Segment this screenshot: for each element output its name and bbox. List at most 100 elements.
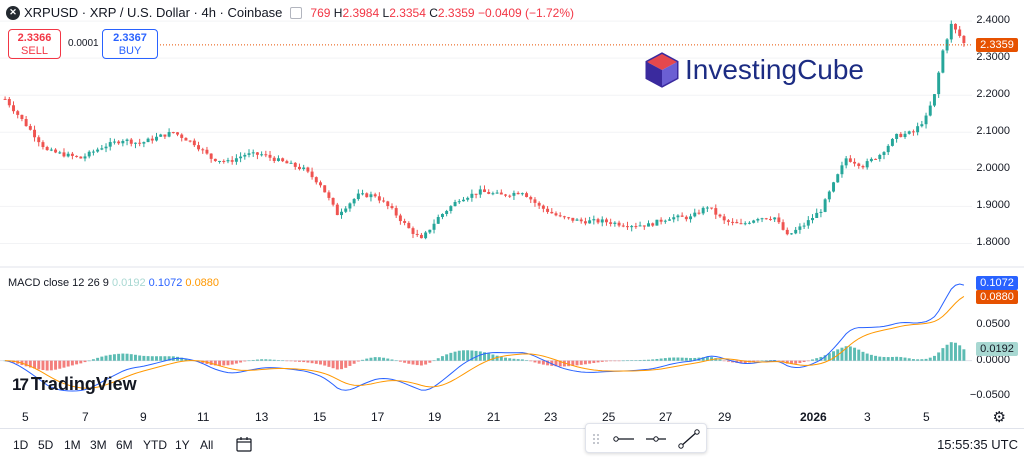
horizontal-ray-icon[interactable] bbox=[646, 436, 666, 442]
macd-histogram-bar bbox=[832, 351, 836, 361]
macd-histogram-bar bbox=[567, 360, 571, 367]
macd-histogram-bar bbox=[348, 360, 352, 366]
macd-histogram-bar bbox=[251, 359, 255, 361]
candle-body bbox=[626, 226, 629, 228]
time-axis-label: 25 bbox=[602, 410, 616, 424]
macd-histogram-bar bbox=[575, 360, 579, 366]
candle-body bbox=[857, 163, 861, 167]
candle-body bbox=[150, 138, 154, 141]
macd-histogram-bar bbox=[361, 359, 365, 361]
chart-legend-header: ✕ XRPUSD · XRP / U.S. Dollar · 4h · Coin… bbox=[6, 5, 574, 20]
range-button-6m[interactable]: 6M bbox=[116, 438, 133, 452]
macd-legend[interactable]: MACD close 12 26 9 0.0192 0.1072 0.0880 bbox=[8, 277, 219, 289]
macd-histogram-bar bbox=[58, 360, 62, 369]
candle-body bbox=[310, 171, 314, 178]
candle-body bbox=[785, 229, 789, 235]
macd-histogram-bar bbox=[592, 360, 596, 364]
candle-body bbox=[478, 189, 482, 195]
range-button-5d[interactable]: 5D bbox=[38, 438, 54, 452]
candle-body bbox=[668, 219, 672, 221]
macd-chart[interactable] bbox=[0, 269, 1024, 405]
range-button-all[interactable]: All bbox=[200, 438, 214, 452]
macd-histogram-bar bbox=[941, 348, 945, 361]
macd-histogram-bar bbox=[949, 342, 953, 361]
macd-legend-name: MACD close 12 26 9 bbox=[8, 277, 109, 289]
macd-histogram-bar bbox=[609, 360, 613, 362]
candle-body bbox=[205, 149, 209, 154]
macd-histogram-bar bbox=[726, 360, 730, 362]
candle-body bbox=[260, 154, 264, 156]
candle-body bbox=[171, 132, 175, 134]
settings-gear-icon[interactable]: ⚙ bbox=[992, 409, 1006, 426]
range-button-1m[interactable]: 1M bbox=[64, 438, 81, 452]
macd-histogram-bar bbox=[373, 357, 377, 361]
horizontal-line-icon[interactable] bbox=[613, 436, 634, 442]
time-axis-label: 13 bbox=[255, 410, 269, 424]
range-button-3m[interactable]: 3M bbox=[90, 438, 107, 452]
candle-body bbox=[596, 219, 600, 223]
range-button-1y[interactable]: 1Y bbox=[175, 438, 190, 452]
macd-histogram-bar bbox=[407, 360, 411, 364]
candle-body bbox=[756, 219, 760, 221]
candle-body bbox=[218, 160, 222, 162]
candle-body bbox=[251, 152, 255, 154]
candle-body bbox=[66, 153, 70, 157]
price-chart[interactable] bbox=[0, 0, 1024, 268]
candle-body bbox=[348, 203, 352, 209]
candle-body bbox=[726, 220, 730, 222]
candle-body bbox=[861, 166, 865, 168]
range-button-1d[interactable]: 1D bbox=[13, 438, 29, 452]
symbol-title[interactable]: XRPUSD · XRP / U.S. Dollar · 4h · Coinba… bbox=[24, 5, 283, 20]
drag-handle-icon[interactable] bbox=[593, 434, 599, 444]
time-axis-label: 17 bbox=[371, 410, 385, 424]
macd-histogram-bar bbox=[281, 360, 285, 362]
sell-button[interactable]: 2.3366 SELL bbox=[8, 29, 61, 59]
candle-body bbox=[297, 166, 301, 170]
macd-histogram-bar bbox=[344, 360, 348, 368]
candle-body bbox=[604, 219, 608, 223]
macd-histogram-bar bbox=[419, 360, 423, 366]
macd-histogram-bar bbox=[533, 360, 537, 363]
market-status-icon[interactable] bbox=[290, 6, 303, 19]
candle-body bbox=[146, 138, 150, 143]
x-logo-icon[interactable]: ✕ bbox=[6, 5, 20, 20]
candle-body bbox=[403, 221, 407, 223]
candle-body bbox=[760, 218, 764, 220]
macd-histogram-bar bbox=[142, 355, 146, 361]
utc-clock[interactable]: 15:55:35 UTC bbox=[937, 437, 1018, 452]
macd-histogram-bar bbox=[340, 360, 343, 370]
candle-body bbox=[958, 29, 962, 36]
macd-signal-legend: 0.0880 bbox=[185, 277, 220, 289]
macd-histogram-bar bbox=[878, 356, 882, 361]
low-label: L bbox=[382, 5, 390, 20]
candle-body bbox=[197, 145, 201, 150]
candle-body bbox=[617, 222, 621, 226]
candle-body bbox=[735, 221, 739, 224]
buy-button[interactable]: 2.3367 BUY bbox=[102, 29, 158, 59]
candle-body bbox=[12, 105, 15, 112]
macd-line bbox=[5, 283, 965, 392]
candle-body bbox=[184, 137, 188, 141]
macd-histogram-bar bbox=[230, 360, 234, 365]
calendar-goto-icon[interactable] bbox=[236, 436, 254, 452]
macd-histogram-bar bbox=[424, 360, 428, 365]
candle-body bbox=[752, 220, 756, 223]
macd-histogram-bar bbox=[672, 357, 676, 361]
macd-histogram-bar bbox=[218, 360, 222, 366]
candle-body bbox=[58, 152, 62, 154]
macd-histogram-bar bbox=[470, 350, 474, 361]
macd-histogram-bar bbox=[954, 342, 957, 361]
high-label: H bbox=[333, 5, 343, 20]
candle-body bbox=[853, 161, 857, 164]
candle-body bbox=[827, 191, 831, 200]
candle-body bbox=[483, 189, 486, 193]
candle-body bbox=[710, 207, 714, 209]
range-button-ytd[interactable]: YTD bbox=[143, 438, 167, 452]
macd-histogram-bar bbox=[133, 354, 137, 361]
candle-body bbox=[125, 139, 129, 141]
tradingview-branding[interactable]: 17 TradingView bbox=[12, 374, 137, 395]
macd-histogram-bar bbox=[377, 357, 381, 361]
trend-line-icon[interactable] bbox=[678, 429, 700, 449]
macd-histogram-bar bbox=[331, 360, 335, 369]
macd-histogram-bar bbox=[41, 360, 45, 371]
